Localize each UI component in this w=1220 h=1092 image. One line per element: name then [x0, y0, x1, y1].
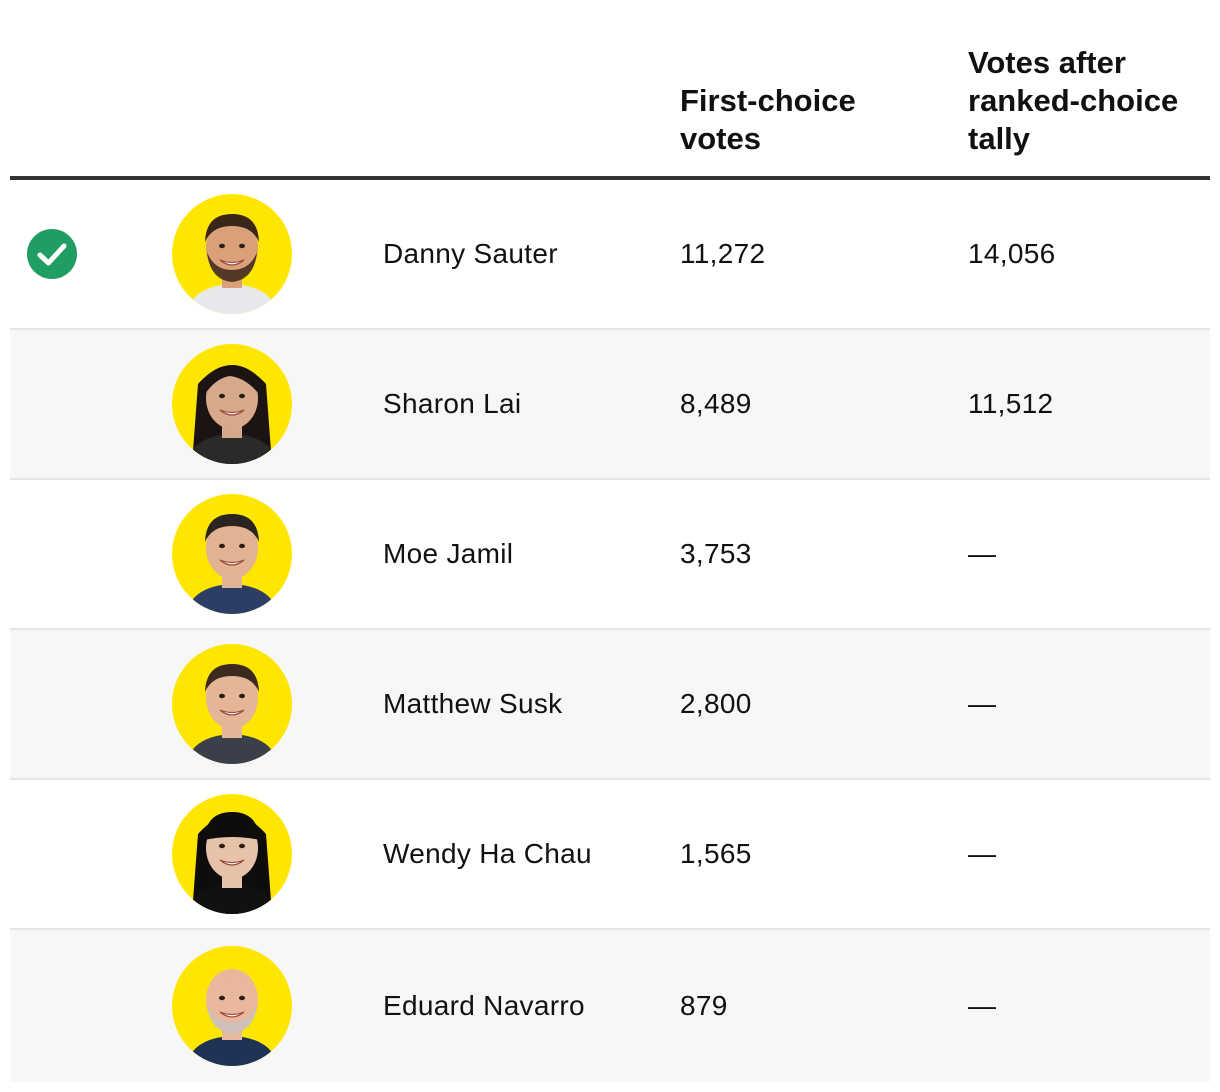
candidate-avatar: [172, 494, 292, 614]
candidate-row: Matthew Susk 2,800 —: [10, 630, 1210, 780]
first-choice-votes: 3,753: [680, 538, 752, 569]
first-choice-votes: 1,565: [680, 838, 752, 869]
first-choice-votes: 879: [680, 990, 728, 1021]
candidate-avatar: [172, 946, 292, 1066]
portrait-illustration: [186, 969, 278, 1066]
ranked-choice-votes: —: [968, 838, 997, 869]
candidate-name: Moe Jamil: [383, 538, 514, 569]
portrait-illustration: [186, 365, 278, 464]
candidate-row: Sharon Lai 8,489 11,512: [10, 330, 1210, 480]
first-choice-votes-header: First-choice votes: [680, 83, 856, 156]
candidate-name: Danny Sauter: [383, 238, 558, 269]
ranked-choice-votes: —: [968, 538, 997, 569]
candidate-name: Sharon Lai: [383, 388, 522, 419]
candidate-avatar: [172, 644, 292, 764]
first-choice-votes: 11,272: [680, 238, 766, 269]
candidate-row: Eduard Navarro 879 —: [10, 930, 1210, 1082]
ranked-choice-votes: —: [968, 688, 997, 719]
ranked-choice-votes-header: Votes after ranked-choice tally: [968, 45, 1179, 156]
ranked-choice-votes: 14,056: [968, 238, 1056, 269]
candidate-avatar: [172, 344, 292, 464]
first-choice-votes: 2,800: [680, 688, 752, 719]
ranked-choice-votes: 11,512: [968, 388, 1054, 419]
election-results-table: First-choice votes Votes after ranked-ch…: [10, 0, 1210, 1082]
portrait-illustration: [186, 514, 278, 614]
portrait-illustration: [186, 214, 278, 314]
candidate-rows: Danny Sauter 11,272 14,056 Sharon Lai 8,…: [10, 180, 1210, 1082]
portrait-illustration: [186, 812, 278, 914]
candidate-row: Moe Jamil 3,753 —: [10, 480, 1210, 630]
candidate-name: Wendy Ha Chau: [383, 838, 592, 869]
check-circle-icon: [27, 229, 77, 279]
candidate-avatar: [172, 194, 292, 314]
candidate-avatar: [172, 794, 292, 914]
candidate-name: Eduard Navarro: [383, 990, 585, 1021]
first-choice-votes: 8,489: [680, 388, 752, 419]
portrait-illustration: [186, 664, 278, 764]
table-header: First-choice votes Votes after ranked-ch…: [10, 0, 1210, 180]
candidate-name: Matthew Susk: [383, 688, 563, 719]
ranked-choice-votes: —: [968, 990, 997, 1021]
candidate-row: Wendy Ha Chau 1,565 —: [10, 780, 1210, 930]
candidate-row: Danny Sauter 11,272 14,056: [10, 180, 1210, 330]
